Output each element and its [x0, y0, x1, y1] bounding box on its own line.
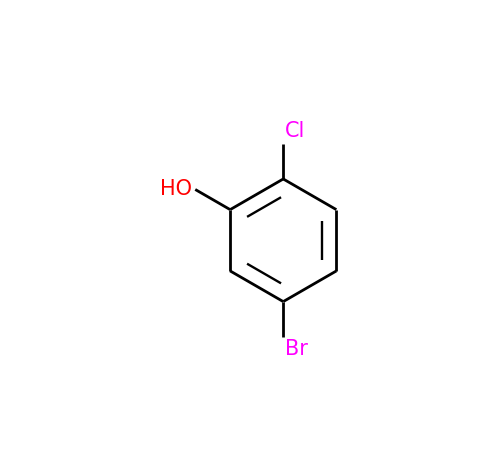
- Text: Cl: Cl: [285, 121, 305, 141]
- Text: Br: Br: [285, 339, 308, 359]
- Text: HO: HO: [160, 179, 192, 199]
